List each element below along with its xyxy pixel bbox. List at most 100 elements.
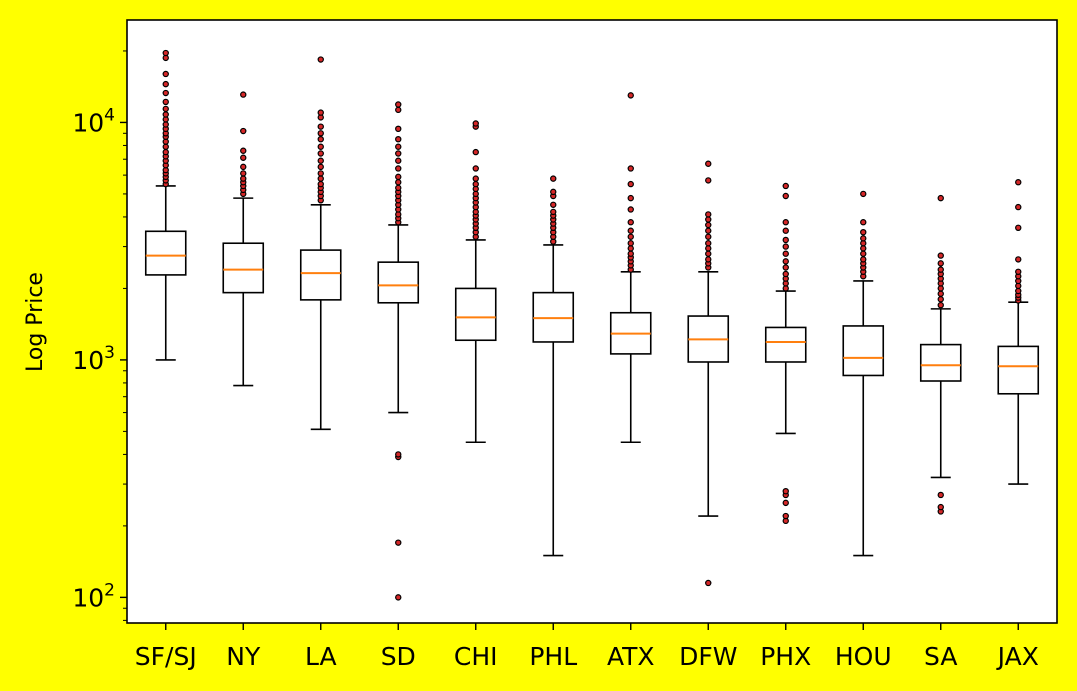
iqr-box	[454, 287, 497, 342]
outlier-point	[162, 143, 169, 150]
outlier-point	[860, 245, 867, 252]
outlier-point	[162, 80, 169, 88]
outlier-point	[317, 109, 324, 116]
x-tick-label: NY	[226, 642, 261, 671]
x-tick-label: LA	[305, 642, 337, 671]
outlier-point	[705, 250, 712, 257]
outlier-point	[860, 256, 867, 263]
outlier-point	[317, 175, 324, 182]
outlier-point	[240, 175, 247, 182]
outlier-point	[705, 579, 712, 587]
outlier-point	[782, 499, 789, 507]
outlier-point	[782, 512, 789, 520]
outlier-point	[317, 123, 324, 130]
outlier-point	[627, 92, 634, 99]
outlier-point	[395, 143, 402, 150]
box-11	[919, 194, 962, 515]
outlier-point	[937, 296, 944, 303]
outlier-point	[782, 285, 789, 292]
outlier-point	[395, 594, 402, 601]
outlier-point	[395, 157, 402, 164]
x-tick-label: PHX	[760, 642, 811, 671]
outlier-point	[395, 150, 402, 157]
outlier-point	[860, 235, 867, 242]
outlier-point	[782, 264, 789, 271]
outlier-point	[1015, 203, 1022, 211]
chart-marks	[144, 49, 1040, 601]
outlier-point	[937, 285, 944, 292]
box-6	[532, 175, 575, 557]
outlier-point	[705, 240, 712, 247]
outlier-point	[550, 208, 557, 216]
x-tick-label: ATX	[607, 642, 655, 671]
box-2	[222, 91, 265, 387]
outlier-point	[240, 91, 247, 98]
outlier-point	[1015, 287, 1022, 295]
x-tick-label: SD	[381, 642, 416, 671]
outlier-point	[317, 143, 324, 150]
outlier-point	[937, 301, 944, 309]
box-7	[609, 92, 652, 444]
outlier-point	[627, 245, 634, 252]
outlier-point	[395, 106, 402, 114]
outlier-point	[472, 190, 479, 198]
outlier-point	[860, 228, 867, 236]
outlier-point	[937, 266, 944, 273]
box-9	[764, 182, 807, 525]
y-axis-label: Log Price	[23, 272, 48, 372]
outlier-point	[395, 101, 402, 108]
outlier-point	[472, 120, 479, 127]
outlier-point	[860, 219, 867, 226]
outlier-point	[1015, 256, 1022, 263]
y-tick-label: 104	[72, 105, 115, 137]
outlier-point	[860, 250, 867, 257]
x-tick-label: CHI	[454, 642, 498, 671]
outlier-point	[937, 260, 944, 267]
x-tick-label: PHL	[529, 642, 577, 671]
outlier-point	[937, 252, 944, 259]
outlier-point	[782, 219, 789, 226]
box-1	[144, 49, 187, 361]
outlier-point	[705, 233, 712, 240]
outlier-point	[937, 290, 944, 297]
x-tick-label: JAX	[996, 642, 1039, 671]
box-3	[299, 56, 342, 431]
outlier-point	[395, 179, 402, 186]
outlier-point	[937, 194, 944, 202]
outlier-point	[317, 135, 324, 143]
iqr-box	[997, 345, 1040, 395]
outlier-point	[240, 147, 247, 154]
outlier-point	[317, 157, 324, 164]
x-tick-label: SA	[924, 642, 957, 671]
outlier-point	[1015, 224, 1022, 232]
outlier-point	[782, 192, 789, 200]
outlier-point	[937, 491, 944, 499]
outlier-point	[782, 258, 789, 265]
outlier-point	[627, 165, 634, 172]
iqr-box	[919, 343, 962, 382]
box-12	[997, 179, 1040, 485]
box-4	[377, 101, 420, 601]
x-tick-label: SF/SJ	[135, 642, 197, 671]
outlier-point	[317, 130, 324, 137]
outlier-point	[627, 206, 634, 213]
outlier-point	[162, 70, 169, 78]
outlier-point	[627, 227, 634, 234]
outlier-point	[395, 184, 402, 192]
iqr-box	[842, 325, 885, 377]
outlier-point	[162, 89, 169, 97]
outlier-point	[550, 175, 557, 182]
outlier-point	[705, 160, 712, 167]
outlier-point	[162, 98, 169, 106]
outlier-point	[395, 165, 402, 172]
outlier-point	[472, 180, 479, 188]
outlier-point	[240, 127, 247, 135]
outlier-point	[162, 111, 169, 118]
outlier-point	[627, 180, 634, 188]
outlier-point	[162, 49, 169, 57]
outlier-point	[782, 182, 789, 190]
iqr-box	[764, 326, 807, 363]
outlier-point	[317, 163, 324, 171]
outlier-point	[705, 211, 712, 218]
